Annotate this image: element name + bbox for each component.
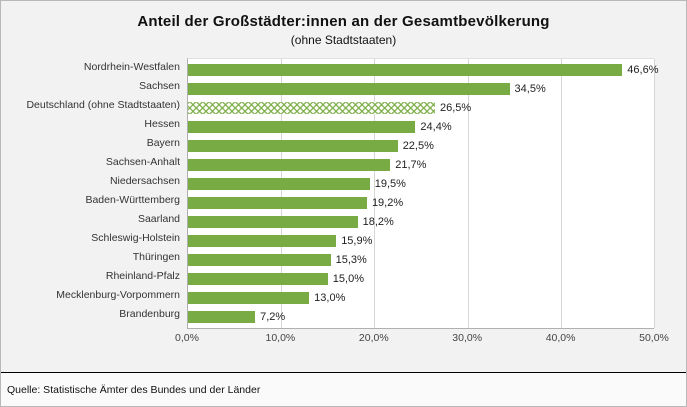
category-axis: Nordrhein-Westfalen Sachsen Deutschland (o… [9,58,187,350]
bar-value-label: 46,6% [627,63,659,76]
category-label: Brandenburg [119,308,180,320]
bar [188,139,398,152]
bar-value-label: 19,5% [374,177,406,190]
category-label: Nordrhein-Westfalen [83,61,180,73]
category-label: Hessen [144,118,180,130]
bar [188,234,337,247]
gridline [654,59,655,328]
bar-value-label: 24,4% [420,120,452,133]
x-tick-label: 0,0% [175,332,199,344]
bar-row: 7,2% [188,307,654,326]
bar-row: 19,2% [188,193,654,212]
bar-row: 18,2% [188,212,654,231]
bar-row: 22,5% [188,136,654,155]
source-strip: Quelle: Statistische Ämter des Bundes un… [1,372,686,406]
bar-row: 15,3% [188,250,654,269]
category-label: Thüringen [132,251,180,263]
category-label: Baden-Württemberg [85,194,180,206]
bar-value-label: 19,2% [371,196,404,209]
bar [188,253,331,266]
chart-body: Nordrhein-Westfalen Sachsen Deutschland (o… [9,58,669,350]
x-tick-label: 50,0% [639,332,669,344]
bar-row: 15,0% [188,269,654,288]
category-label: Rheinland-Pfalz [105,270,180,282]
bar [188,63,623,76]
bar-value-label: 18,2% [362,215,394,228]
plot-area: 46,6% 34,5% 26,5% 24,4% 22,5% 21,7% 19,5% 19,2%… [187,58,659,329]
category-label: Niedersachsen [109,175,180,187]
source-text: Quelle: Statistische Ämter des Bundes un… [7,384,261,396]
bar-row: 34,5% [188,79,654,98]
bar [188,215,358,228]
x-tick-label: 10,0% [265,332,296,344]
bar [188,291,310,304]
bar-value-label: 15,0% [332,272,364,285]
plot-wrap: 46,6% 34,5% 26,5% 24,4% 22,5% 21,7% 19,5% 19,2%… [175,58,669,350]
bar-row: 21,7% [188,155,654,174]
bar [188,310,256,323]
bar-row: 13,0% [188,288,654,307]
bar-value-label: 34,5% [514,82,546,95]
bar-value-label: 21,7% [395,158,427,171]
bar-row: 46,6% [188,60,659,79]
category-label: Mecklenburg-Vorpommern [56,289,180,301]
bar-row: 24,4% [188,117,654,136]
x-tick-label: 40,0% [545,332,576,344]
bar-row: 19,5% [188,174,654,193]
bar-row: 26,5% [188,98,654,117]
bar [188,120,416,133]
category-label: Sachsen-Anhalt [105,156,180,168]
bar-value-label: 7,2% [260,310,286,323]
category-label: Schleswig-Holstein [91,232,180,244]
bar-highlight [188,101,435,114]
x-tick-label: 20,0% [358,332,389,344]
category-label: Saarland [137,213,180,225]
bar-value-label: 15,9% [341,234,373,247]
chart-title: Anteil der Großstädter:innen an der Gesa… [137,13,550,30]
chart-region: Anteil der Großstädter:innen an der Gesa… [1,1,686,372]
category-label: Deutschland (ohne Stadtstaaten) [26,99,180,111]
bar [188,196,367,209]
chart-subtitle: (ohne Stadtstaaten) [290,33,397,47]
bar-row: 15,9% [188,231,654,250]
bar-value-label: 13,0% [314,291,346,304]
bar [188,158,391,171]
bar-value-label: 15,3% [335,253,367,266]
bar-value-label: 22,5% [402,139,434,152]
x-tick-label: 30,0% [452,332,483,344]
bar [188,177,370,190]
bar [188,272,328,285]
bar [188,82,510,95]
bar-value-label: 26,5% [439,101,472,114]
plot-rows: 46,6% 34,5% 26,5% 24,4% 22,5% 21,7% 19,5% 19,2%… [188,60,659,326]
x-axis: 0,0% 10,0% 20,0% 30,0% 40,0% 50,0% [175,332,669,350]
category-label: Bayern [146,137,180,149]
category-label: Sachsen [139,80,180,92]
